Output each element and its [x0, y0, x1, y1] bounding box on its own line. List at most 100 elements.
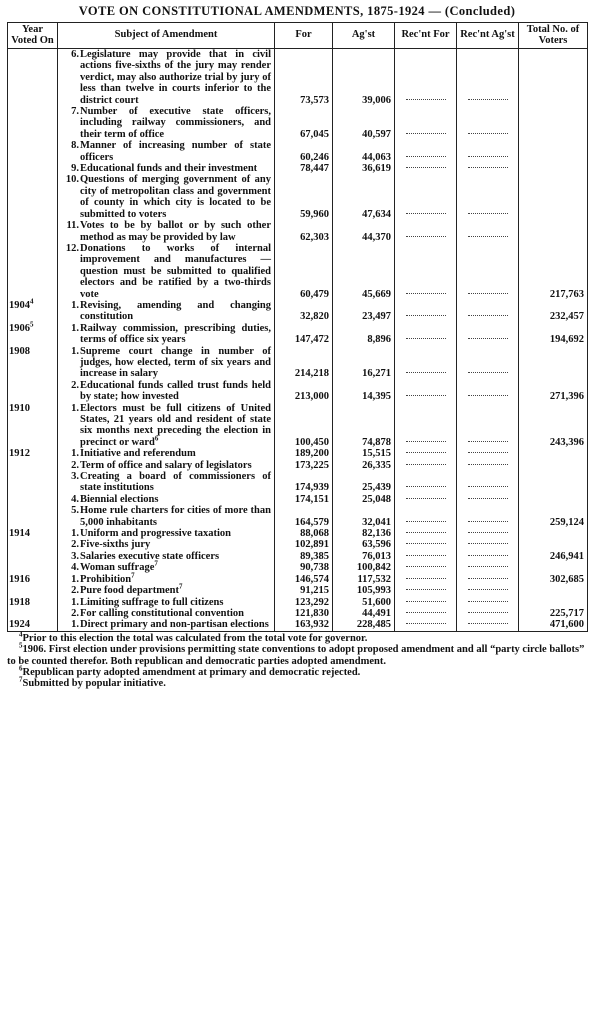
recent-against [456, 299, 519, 323]
leader [467, 98, 508, 100]
footnote: 4Prior to this election the total was ca… [7, 631, 587, 644]
leader [467, 554, 508, 556]
leader [467, 520, 508, 522]
year-cell: 1918 [7, 596, 58, 608]
votes-against: 44,491 [332, 607, 395, 620]
total-voters [518, 459, 588, 472]
leader [467, 440, 508, 442]
recent-for [394, 448, 457, 460]
table-row: 3. Salaries executive state officers 89,38… [7, 550, 588, 563]
year-cell [7, 562, 58, 574]
votes-for: 73,573 [274, 48, 333, 107]
subject-cell: 1. Direct primary and non-partisan electi… [57, 619, 275, 632]
year-cell: 1924 [7, 619, 58, 632]
votes-for: 123,292 [274, 596, 333, 608]
recent-against [456, 619, 519, 632]
leader [467, 600, 508, 602]
recent-for [394, 596, 457, 608]
subject-cell: 3. Creating a board of commissioners of s… [57, 471, 275, 494]
table-row: 19044 1. Revising, amending and changing c… [7, 297, 588, 323]
subject-text: Educational funds and their investment [80, 163, 258, 175]
recent-for [394, 539, 457, 551]
votes-against: 15,515 [332, 448, 395, 460]
leader [405, 623, 446, 625]
document: VOTE ON CONSTITUTIONAL AMENDMENTS, 1875-… [7, 0, 588, 690]
leader [405, 543, 446, 545]
column-header: Ag'st [332, 22, 395, 49]
year-cell [7, 493, 58, 506]
votes-for: 62,303 [274, 220, 333, 243]
leader [405, 566, 446, 568]
votes-for: 102,891 [274, 539, 333, 551]
recent-against [456, 379, 519, 403]
leader [467, 566, 508, 568]
leader [405, 440, 446, 442]
votes-for: 146,574 [274, 573, 333, 586]
votes-for: 163,932 [274, 619, 333, 632]
year-cell [7, 550, 58, 563]
recent-against [456, 140, 519, 164]
leader [405, 497, 446, 499]
year-cell: 1916 [7, 573, 58, 586]
item-number: 1. [71, 402, 79, 414]
subject-cell: 1. Prohibition7 [57, 572, 275, 586]
year-cell [7, 174, 58, 221]
total-voters [518, 48, 588, 107]
recent-for [394, 106, 457, 141]
total-voters: 302,685 [518, 573, 588, 586]
title: VOTE ON CONSTITUTIONAL AMENDMENTS, 1875-… [78, 4, 516, 18]
item-number: 4. [71, 493, 79, 505]
votes-against: 44,063 [332, 140, 395, 164]
subject-cell: 7. Number of executive state officers, in… [57, 106, 275, 141]
item-number: 12. [65, 242, 79, 254]
year: 1912 [9, 448, 30, 460]
footnote: 6Republican party adopted amendment at p… [7, 665, 587, 678]
recent-for [394, 505, 457, 529]
item-number: 1. [71, 299, 79, 311]
column-header: Subject of Amendment [57, 22, 275, 49]
recent-for [394, 299, 457, 323]
footnote-marker: 4 [30, 297, 34, 306]
leader [467, 589, 508, 591]
leader [467, 395, 508, 397]
subject-text: Direct primary and non-partisan election… [80, 619, 269, 631]
table-row: 1918 1. Limiting suffrage to full citizens… [7, 596, 588, 608]
leader [405, 212, 446, 214]
votes-for: 147,472 [274, 322, 333, 346]
votes-for: 32,820 [274, 299, 333, 323]
leader [405, 520, 446, 522]
total-voters [518, 220, 588, 243]
table-row: 1908 1. Supreme court change in number of … [7, 345, 588, 380]
table-row: 19065 1. Railway commission, prescribing d… [7, 321, 588, 346]
subject-text: Votes to be by ballot or by such other m… [80, 220, 271, 243]
leader [467, 623, 508, 625]
recent-for [394, 322, 457, 346]
table-row: 6. Legislature may provide that in civil … [7, 48, 588, 107]
votes-for: 60,479 [274, 242, 333, 300]
table-row: 1914 1. Uniform and progressive taxation 88… [7, 528, 588, 540]
year-cell [7, 140, 58, 164]
year: 1916 [9, 573, 30, 585]
total-voters: 243,396 [518, 402, 588, 449]
recent-for [394, 619, 457, 632]
year-cell: 1912 [7, 448, 58, 460]
year-cell [7, 585, 58, 597]
table-row: 10. Questions of merging government of an… [7, 174, 588, 221]
recent-for [394, 140, 457, 164]
year-cell [7, 539, 58, 551]
recent-for [394, 562, 457, 574]
recent-against [456, 550, 519, 563]
leader [467, 292, 508, 294]
total-voters: 271,396 [518, 379, 588, 403]
leader [467, 543, 508, 545]
total-voters: 471,600 [518, 619, 588, 632]
leader [405, 395, 446, 397]
total-voters: 194,692 [518, 322, 588, 346]
total-voters [518, 596, 588, 608]
leader [467, 463, 508, 465]
total-voters [518, 471, 588, 494]
subject-text: Home rule charters for cities of more th… [80, 505, 271, 528]
votes-against: 8,896 [332, 322, 395, 346]
votes-against: 51,600 [332, 596, 395, 608]
leader [405, 589, 446, 591]
